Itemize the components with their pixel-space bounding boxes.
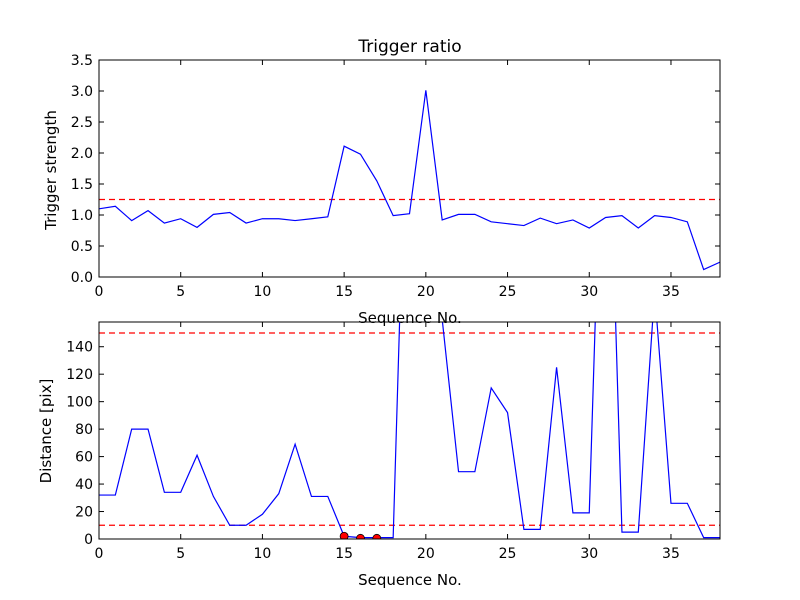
bottom-ticks: 0 5 10 15 20 25 30 35 0 20 40 60 80 100 120 140 — [66, 322, 720, 562]
y-tick-label: 2.0 — [71, 146, 93, 162]
x-tick-label: 10 — [254, 284, 272, 300]
y-tick-label: 80 — [75, 422, 93, 438]
y-tick-label: 1.0 — [71, 208, 93, 224]
x-tick-label: 20 — [417, 546, 435, 562]
distance-panel: 0 5 10 15 20 25 30 35 0 20 40 60 80 100 120 140 Sequenc… — [37, 321, 721, 589]
y-tick-label: 60 — [75, 450, 93, 466]
bottom-y-axis-label: Distance [pix] — [37, 379, 55, 484]
bottom-plot-area — [99, 322, 720, 539]
data-point-marker — [356, 533, 365, 539]
chart-title: Trigger ratio — [357, 37, 461, 57]
x-tick-label: 15 — [335, 546, 353, 562]
x-tick-label: 35 — [662, 546, 680, 562]
x-tick-label: 20 — [417, 284, 435, 300]
x-tick-label: 25 — [499, 284, 517, 300]
y-tick-label: 2.5 — [71, 115, 93, 131]
top-plot-area — [99, 90, 720, 271]
x-tick-label: 30 — [580, 284, 598, 300]
y-tick-label: 3.5 — [71, 53, 93, 69]
x-tick-label: 10 — [254, 546, 272, 562]
x-tick-label: 15 — [335, 284, 353, 300]
plot-clip-group — [99, 322, 720, 539]
y-tick-label: 120 — [66, 367, 93, 383]
y-tick-label: 0.0 — [71, 270, 93, 286]
x-tick-label: 5 — [176, 546, 185, 562]
x-tick-label: 0 — [95, 284, 104, 300]
trigger-ratio-panel: Trigger ratio 0 5 10 15 20 25 30 35 0.0 0.5 1.0 1.5… — [42, 37, 721, 327]
top-y-axis-label: Trigger strength — [42, 110, 60, 231]
series-line — [99, 90, 720, 271]
y-tick-label: 0 — [84, 532, 93, 548]
data-point-marker — [372, 533, 382, 539]
y-tick-label: 3.0 — [71, 84, 93, 100]
y-tick-label: 100 — [66, 395, 93, 411]
top-x-axis-label: Sequence No. — [358, 309, 462, 327]
top-axes-frame — [98, 59, 721, 278]
top-ticks: 0 5 10 15 20 25 30 35 0.0 0.5 1.0 1.5 2.0 2.5 3.0 3.5 — [71, 53, 720, 300]
x-tick-label: 25 — [499, 546, 517, 562]
x-tick-label: 30 — [580, 546, 598, 562]
series-line — [99, 322, 720, 539]
y-tick-label: 1.5 — [71, 177, 93, 193]
y-tick-label: 0.5 — [71, 239, 93, 255]
bottom-x-axis-label: Sequence No. — [358, 571, 462, 589]
plot-clip-group — [99, 90, 720, 271]
x-tick-label: 0 — [95, 546, 104, 562]
x-tick-label: 35 — [662, 284, 680, 300]
y-tick-label: 40 — [75, 477, 93, 493]
x-tick-label: 5 — [176, 284, 185, 300]
y-tick-label: 20 — [75, 505, 93, 521]
bottom-axes-frame — [98, 321, 721, 540]
data-point-marker — [339, 531, 349, 539]
y-tick-label: 140 — [66, 340, 93, 356]
